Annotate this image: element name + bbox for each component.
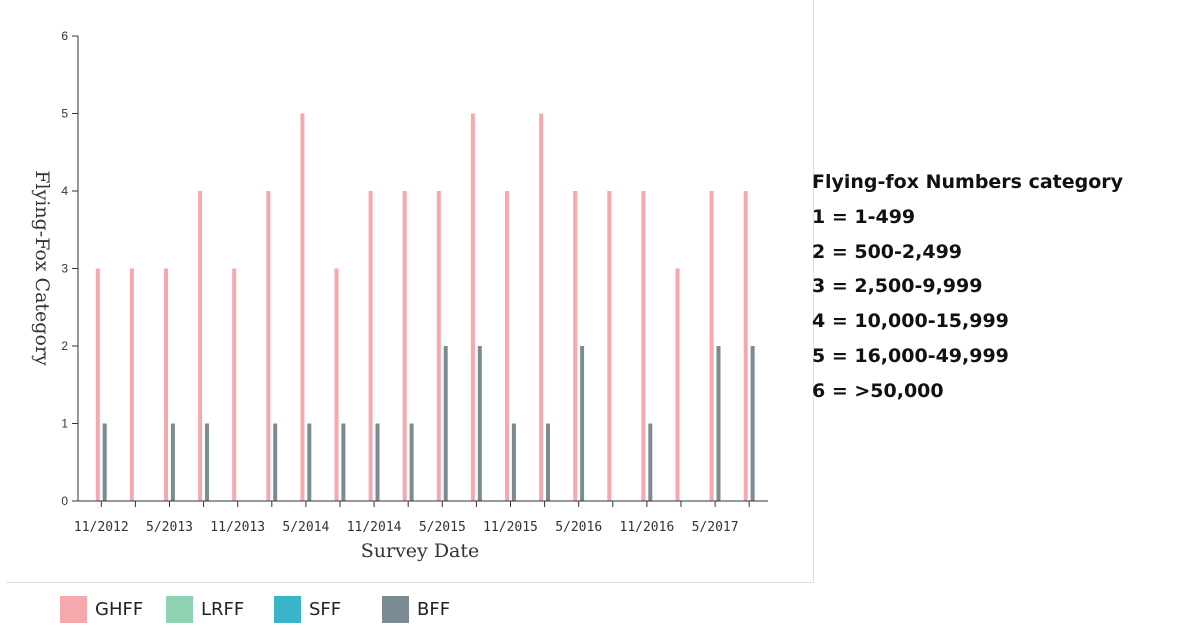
bar-bff-2-2016[interactable] xyxy=(546,423,550,502)
legend-label-lrff: LRFF xyxy=(201,598,245,620)
info-box-line: 5 = 16,000-49,999 xyxy=(812,344,1009,367)
x-axis-title: Survey Date xyxy=(361,540,480,562)
info-box-line: 6 = >50,000 xyxy=(812,379,944,402)
info-box-title: Flying-fox Numbers category xyxy=(812,171,1124,193)
bar-ghff-11-2016[interactable] xyxy=(641,191,646,501)
legend-swatch-sff xyxy=(274,595,301,623)
bar-bff-8-2015[interactable] xyxy=(477,346,482,501)
y-axis: 0 1 2 3 4 5 6 xyxy=(61,29,79,508)
bars xyxy=(95,113,755,502)
legend-item-bff[interactable]: BFF xyxy=(382,594,450,624)
y-tick-label: 6 xyxy=(61,29,68,43)
x-tick-label: 11/2014 xyxy=(347,520,402,535)
legend-item-sff[interactable]: SFF xyxy=(274,594,341,624)
bar-bff-11-2016[interactable] xyxy=(648,423,653,502)
bar-bff-8-2017[interactable] xyxy=(750,346,755,501)
bar-bff-5-2014[interactable] xyxy=(307,423,312,502)
legend-swatch-bff xyxy=(382,595,409,623)
bar-bff-8-2013[interactable] xyxy=(205,423,209,502)
legend-swatch-lrff xyxy=(166,595,193,623)
x-tick-label: 5/2016 xyxy=(555,520,602,535)
x-tick-label: 5/2015 xyxy=(419,520,466,535)
bar-bff-2-2014[interactable] xyxy=(273,423,278,502)
y-tick-label: 5 xyxy=(61,107,68,121)
bar-bff-11-2012[interactable] xyxy=(102,423,107,502)
bar-ghff-8-2017[interactable] xyxy=(743,191,748,501)
y-axis-title: Flying-Fox Category xyxy=(31,170,53,366)
legend-label-bff: BFF xyxy=(417,598,451,620)
x-tick-label: 11/2012 xyxy=(74,520,129,535)
y-tick-label: 1 xyxy=(61,417,68,431)
bar-ghff-2-2017[interactable] xyxy=(675,268,680,502)
x-tick-label: 5/2017 xyxy=(692,520,739,535)
bar-ghff-2-2013[interactable] xyxy=(129,268,134,502)
bar-bff-2-2015[interactable] xyxy=(409,423,414,502)
legend-label-sff: SFF xyxy=(309,598,342,620)
category-info-box: Flying-fox Numbers category 1 = 1-499 2 … xyxy=(812,165,1123,409)
bar-ghff-8-2013[interactable] xyxy=(198,191,203,501)
y-tick-label: 0 xyxy=(61,494,68,508)
bar-ghff-5-2016[interactable] xyxy=(573,191,578,501)
bar-ghff-2-2014[interactable] xyxy=(266,191,271,501)
bar-ghff-5-2015[interactable] xyxy=(436,191,441,501)
bar-bff-5-2013[interactable] xyxy=(170,423,175,502)
info-box-line: 3 = 2,500-9,999 xyxy=(812,275,983,298)
x-tick-label: 11/2016 xyxy=(620,520,675,535)
y-tick-label: 3 xyxy=(61,262,68,276)
info-box-line: 2 = 500-2,499 xyxy=(812,240,963,263)
y-tick-label: 4 xyxy=(61,184,68,198)
bar-ghff-5-2014[interactable] xyxy=(300,113,305,502)
x-tick-label: 5/2013 xyxy=(146,520,193,535)
info-box-line: 1 = 1-499 xyxy=(812,205,916,228)
legend-item-ghff[interactable]: GHFF xyxy=(60,594,143,624)
bar-bff-5-2017[interactable] xyxy=(716,346,721,501)
bar-ghff-11-2013[interactable] xyxy=(232,268,237,502)
bar-ghff-2-2015[interactable] xyxy=(402,191,407,501)
x-tick-label: 11/2013 xyxy=(210,520,265,535)
legend-label-ghff: GHFF xyxy=(95,598,144,620)
bar-bff-11-2015[interactable] xyxy=(511,423,516,502)
bar-ghff-8-2014[interactable] xyxy=(334,268,339,502)
legend-item-lrff[interactable]: LRFF xyxy=(166,594,244,624)
y-tick-label: 2 xyxy=(61,339,68,353)
bar-ghff-5-2017[interactable] xyxy=(709,191,714,501)
bar-ghff-5-2013[interactable] xyxy=(164,268,168,502)
bar-ghff-11-2014[interactable] xyxy=(368,191,373,501)
x-tick-label: 11/2015 xyxy=(483,520,538,535)
bar-bff-5-2016[interactable] xyxy=(580,346,585,501)
x-tick-label: 5/2014 xyxy=(282,520,329,535)
bar-ghff-8-2015[interactable] xyxy=(470,113,475,502)
x-axis: 11/2012 5/2013 11/2013 5/2014 11/2014 5/2015 1… xyxy=(74,500,768,535)
bar-ghff-11-2012[interactable] xyxy=(95,268,100,502)
info-box-line: 4 = 10,000-15,999 xyxy=(812,310,1009,333)
bar-bff-8-2014[interactable] xyxy=(341,423,346,502)
legend-swatch-ghff xyxy=(60,595,87,623)
bar-ghff-2-2016[interactable] xyxy=(539,113,544,502)
bar-bff-5-2015[interactable] xyxy=(443,346,448,501)
bar-ghff-11-2015[interactable] xyxy=(505,191,509,501)
bar-bff-11-2014[interactable] xyxy=(375,423,380,502)
bar-ghff-8-2016[interactable] xyxy=(607,191,612,501)
